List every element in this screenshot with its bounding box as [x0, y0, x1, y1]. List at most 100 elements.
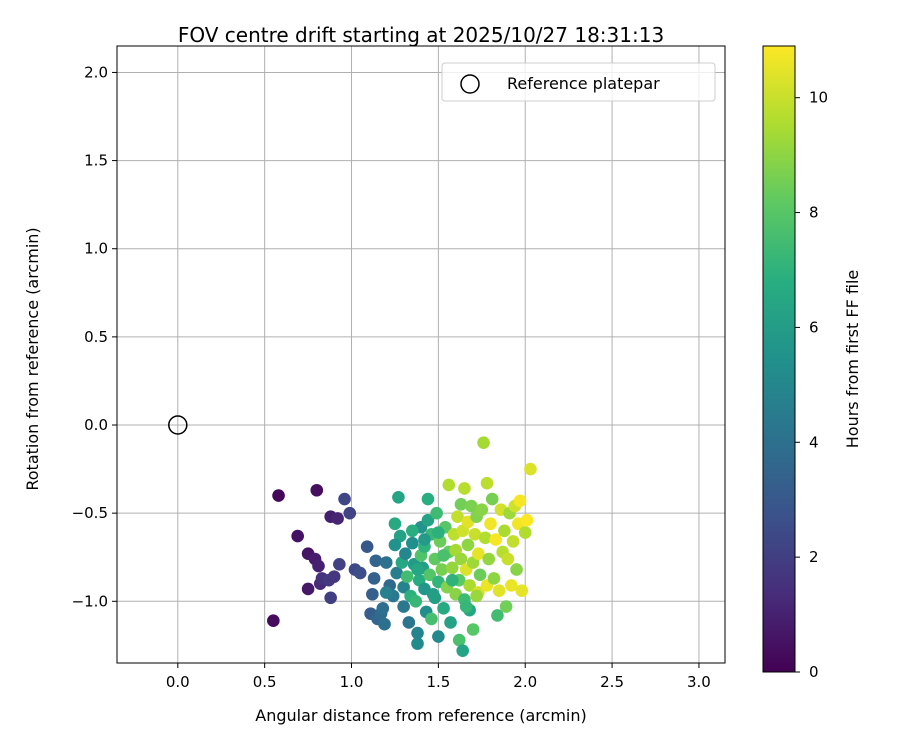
data-point	[459, 600, 473, 613]
data-point	[397, 580, 410, 594]
legend-label: Reference platepar	[507, 74, 660, 93]
data-point	[498, 524, 511, 538]
data-point	[454, 498, 468, 511]
data-point	[510, 563, 523, 576]
data-point	[482, 552, 496, 566]
legend-box	[441, 62, 716, 102]
data-point	[406, 524, 419, 538]
data-point	[458, 482, 471, 495]
data-point	[327, 570, 341, 583]
data-point	[338, 492, 351, 506]
x-tick-label: 2.0	[513, 673, 537, 691]
data-point	[411, 637, 424, 650]
chart-title: FOV centre drift starting at 2025/10/27 …	[178, 23, 664, 47]
data-point	[402, 616, 416, 629]
data-point	[353, 566, 367, 580]
data-point	[465, 499, 478, 513]
x-tick-label: 0.0	[166, 673, 190, 691]
data-point	[492, 584, 506, 598]
data-point	[472, 547, 485, 561]
data-point	[425, 612, 438, 626]
data-point	[473, 568, 487, 582]
data-point	[379, 556, 393, 569]
data-point	[267, 614, 280, 627]
data-point	[397, 600, 410, 613]
colorbar-tick-label: 4	[809, 433, 819, 451]
x-tick-label: 3.0	[687, 673, 711, 691]
y-tick-label: 1.0	[84, 240, 108, 258]
data-point	[456, 644, 469, 657]
data-point	[501, 552, 515, 566]
data-point	[489, 533, 502, 546]
data-point	[423, 568, 436, 582]
legend-marker	[460, 74, 480, 94]
data-point	[291, 529, 304, 543]
x-tick-label: 2.5	[600, 673, 624, 691]
colorbar-tick-label: 8	[809, 204, 819, 222]
data-point	[400, 570, 414, 583]
data-point	[437, 602, 450, 615]
data-point	[487, 572, 501, 585]
data-point	[388, 517, 402, 531]
data-point	[392, 490, 405, 504]
data-point	[324, 591, 337, 605]
data-point	[480, 476, 494, 490]
data-point	[428, 591, 442, 605]
data-point	[421, 513, 435, 527]
data-point	[505, 579, 518, 592]
data-point	[485, 492, 499, 506]
data-point	[506, 535, 520, 548]
data-point	[388, 538, 402, 552]
data-point	[477, 436, 490, 449]
plot-frame	[116, 45, 726, 664]
data-point	[430, 506, 443, 520]
data-point	[399, 547, 412, 561]
data-point	[452, 633, 466, 647]
data-point	[343, 506, 357, 520]
data-point	[409, 595, 423, 608]
data-point	[478, 531, 492, 545]
x-tick-label: 0.5	[253, 673, 277, 691]
data-point	[518, 526, 532, 539]
data-point	[444, 616, 457, 629]
y-tick-label: 0.5	[84, 328, 108, 346]
plot-area: 0.0 0.5 1.0 1.5 2.0 2.5 3.0 −1.0 −0.5 0.0 0.5 1.0 1…	[72, 45, 726, 691]
data-point	[437, 549, 450, 562]
x-tick-label: 1.5	[426, 673, 450, 691]
y-tick-label: 1.5	[84, 152, 108, 170]
data-point	[475, 503, 489, 516]
data-point	[272, 489, 285, 502]
data-point	[520, 513, 534, 527]
colorbar-label: Hours from first FF file	[843, 270, 862, 449]
data-point	[333, 557, 346, 571]
data-point	[376, 602, 390, 615]
data-point	[461, 538, 475, 552]
data-point	[466, 623, 480, 636]
data-point	[515, 584, 529, 598]
data-points	[267, 436, 537, 657]
data-point	[369, 554, 383, 568]
data-point	[463, 579, 476, 592]
data-point	[454, 552, 468, 566]
data-point	[491, 609, 504, 622]
data-point	[378, 617, 391, 631]
data-point	[390, 566, 403, 580]
data-point	[411, 626, 424, 640]
colorbar-tick-label: 0	[809, 663, 819, 681]
data-point	[513, 494, 527, 508]
y-tick-label: 2.0	[84, 63, 108, 81]
y-tick-label: −1.0	[72, 592, 108, 610]
y-axis-ticks: −1.0 −0.5 0.0 0.5 1.0 1.5 2.0	[72, 63, 117, 610]
data-point	[445, 561, 459, 575]
data-point	[442, 478, 456, 492]
data-point	[406, 536, 419, 550]
colorbar-gradient	[762, 45, 796, 673]
legend: Reference platepar	[441, 62, 716, 102]
data-point	[524, 462, 537, 476]
data-point	[418, 533, 431, 546]
data-point	[468, 528, 482, 541]
colorbar-tick-label: 6	[809, 318, 819, 336]
data-point	[411, 563, 424, 576]
reference-platepar-marker	[168, 415, 188, 435]
